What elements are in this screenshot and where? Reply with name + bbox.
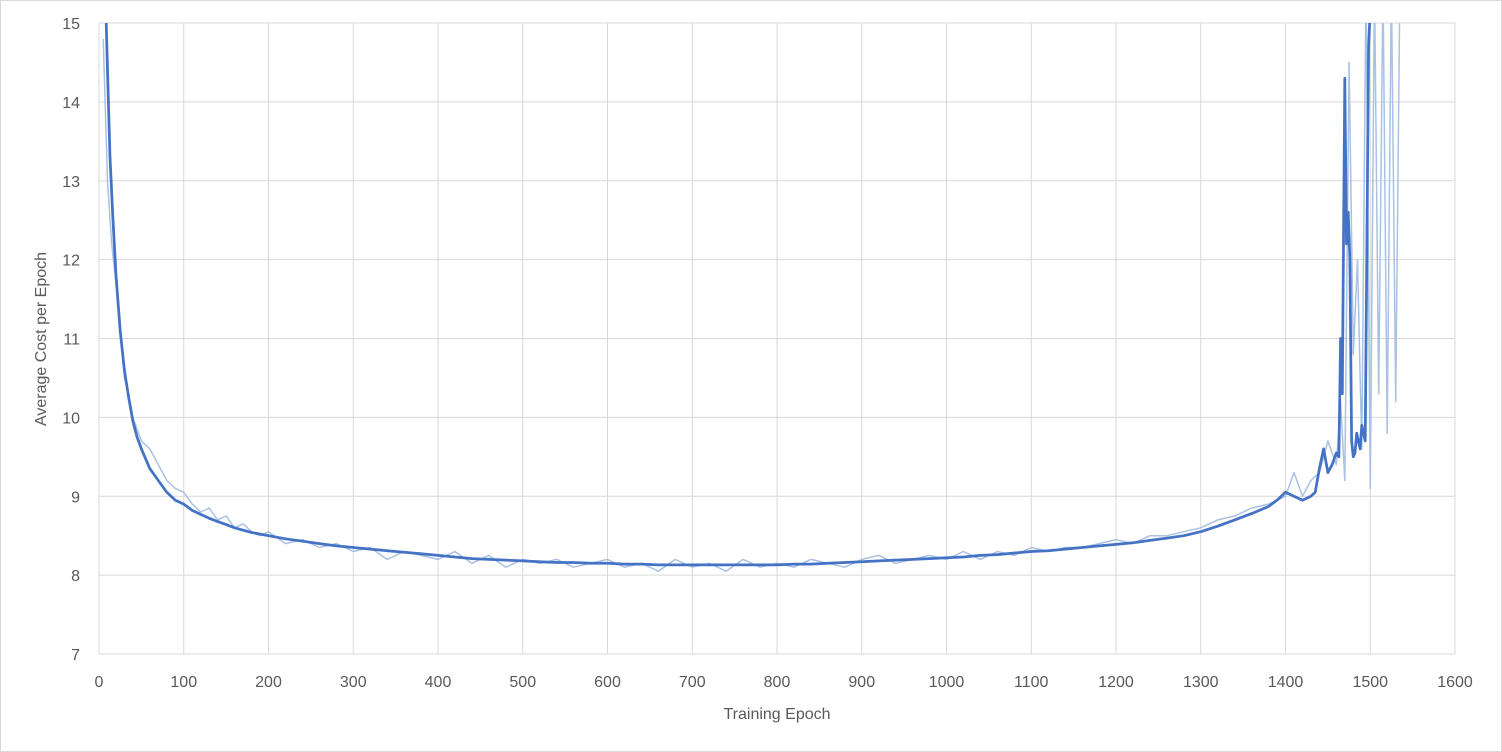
y-tick-label: 8	[71, 568, 80, 585]
y-axis-title: Average Cost per Epoch	[33, 252, 50, 426]
x-tick-label: 1200	[1098, 674, 1134, 691]
y-tick-label: 15	[62, 16, 80, 33]
x-tick-label: 700	[679, 674, 706, 691]
x-tick-label: 500	[509, 674, 536, 691]
x-tick-label: 200	[255, 674, 282, 691]
x-tick-label: 1300	[1183, 674, 1219, 691]
y-tick-label: 9	[71, 489, 80, 506]
y-tick-label: 11	[63, 332, 80, 349]
x-tick-label: 400	[425, 674, 452, 691]
smoothed-cost-line	[104, 23, 1371, 567]
gridlines	[98, 22, 1456, 655]
y-tick-label: 7	[71, 647, 80, 664]
x-tick-label: 1000	[929, 674, 965, 691]
x-tick-label: 600	[594, 674, 621, 691]
y-tick-label: 12	[62, 253, 80, 270]
y-tick-label: 13	[62, 174, 80, 191]
series-layer	[102, 23, 1401, 572]
x-axis-title: Training Epoch	[723, 706, 830, 723]
x-tick-label: 100	[170, 674, 197, 691]
x-tick-label: 800	[764, 674, 791, 691]
x-tick-label: 1100	[1014, 674, 1049, 691]
x-tick-label: 1500	[1352, 674, 1388, 691]
x-tick-label: 0	[95, 674, 104, 691]
x-tick-label: 900	[848, 674, 875, 691]
y-tick-label: 10	[62, 410, 80, 427]
x-tick-label: 1600	[1437, 674, 1473, 691]
x-tick-label: 300	[340, 674, 367, 691]
tick-labels: 0 100 200 300 400 500 600 700 800 900 1000 1100 1200…	[62, 16, 1473, 691]
x-tick-label: 1400	[1268, 674, 1304, 691]
y-tick-label: 14	[62, 95, 80, 112]
raw-cost-line	[102, 23, 1401, 572]
